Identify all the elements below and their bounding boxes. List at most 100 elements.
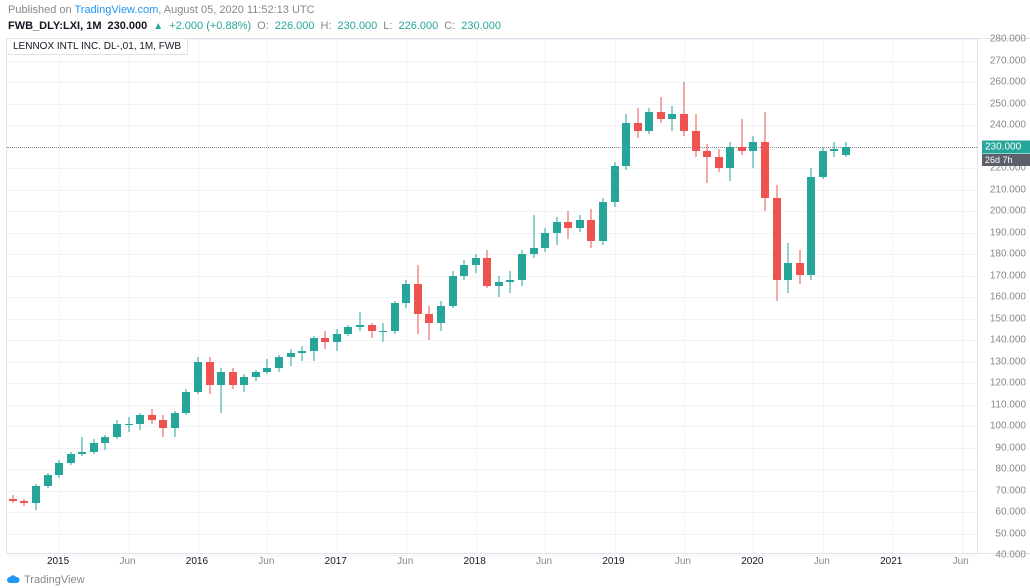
candle (541, 39, 549, 553)
candle (622, 39, 630, 553)
chart-area[interactable] (6, 38, 978, 554)
publish-site: TradingView.com (74, 4, 158, 16)
candle (634, 39, 642, 553)
candle (136, 39, 144, 553)
ohlc-c-value: 230.000 (461, 20, 501, 32)
publish-header: Published on TradingView.com, August 05,… (8, 4, 315, 16)
countdown-badge: 26d 7h (982, 154, 1030, 166)
x-tick: Jun (397, 556, 413, 567)
y-axis[interactable]: 40.00050.00060.00070.00080.00090.000100.… (978, 38, 1030, 554)
candle (576, 39, 584, 553)
candle (553, 39, 561, 553)
ticker-row: FWB_DLY:LXI, 1M 230.000 ▲ +2.000 (+0.88%… (8, 20, 501, 32)
candle (252, 39, 260, 553)
y-tick: 200.000 (990, 206, 1026, 217)
x-tick: 2020 (741, 556, 763, 567)
candle (101, 39, 109, 553)
candle (784, 39, 792, 553)
x-tick: 2016 (186, 556, 208, 567)
candle (645, 39, 653, 553)
candle (680, 39, 688, 553)
x-tick: Jun (536, 556, 552, 567)
candle (842, 39, 850, 553)
ticker-change: +2.000 (+0.88%) (169, 20, 251, 32)
published-prefix: Published on (8, 4, 72, 16)
ohlc-h-label: H: (321, 20, 332, 32)
candle (55, 39, 63, 553)
tradingview-watermark: TradingView (6, 574, 85, 586)
ohlc-l-label: L: (383, 20, 392, 32)
ohlc-c-label: C: (444, 20, 455, 32)
y-tick: 270.000 (990, 55, 1026, 66)
candle (217, 39, 225, 553)
candle (738, 39, 746, 553)
gridline-v (962, 39, 963, 553)
y-tick: 170.000 (990, 270, 1026, 281)
candle (287, 39, 295, 553)
publish-date: , August 05, 2020 11:52:13 UTC (158, 4, 314, 16)
candle (275, 39, 283, 553)
y-tick: 190.000 (990, 227, 1026, 238)
ticker-symbol: FWB_DLY:LXI, 1M (8, 20, 102, 32)
y-tick: 130.000 (990, 356, 1026, 367)
candle (819, 39, 827, 553)
candle (159, 39, 167, 553)
candle (564, 39, 572, 553)
candle (171, 39, 179, 553)
y-tick: 60.000 (995, 507, 1026, 518)
candle (726, 39, 734, 553)
candle (263, 39, 271, 553)
ohlc-l-value: 226.000 (398, 20, 438, 32)
y-tick: 90.000 (995, 442, 1026, 453)
candle (518, 39, 526, 553)
y-tick: 150.000 (990, 313, 1026, 324)
y-tick: 140.000 (990, 335, 1026, 346)
y-tick: 180.000 (990, 249, 1026, 260)
x-tick: 2021 (880, 556, 902, 567)
candle (67, 39, 75, 553)
candle (761, 39, 769, 553)
x-tick: Jun (119, 556, 135, 567)
candle (449, 39, 457, 553)
x-tick: Jun (814, 556, 830, 567)
candle (611, 39, 619, 553)
candle (657, 39, 665, 553)
candle (310, 39, 318, 553)
x-tick: Jun (953, 556, 969, 567)
candle (402, 39, 410, 553)
candle (530, 39, 538, 553)
x-tick: 2017 (325, 556, 347, 567)
candle (182, 39, 190, 553)
x-tick: 2019 (602, 556, 624, 567)
candle (333, 39, 341, 553)
tradingview-logo-icon (6, 575, 20, 585)
candle (807, 39, 815, 553)
candle (587, 39, 595, 553)
candle (90, 39, 98, 553)
candle (599, 39, 607, 553)
candle (113, 39, 121, 553)
candle (483, 39, 491, 553)
y-tick: 100.000 (990, 421, 1026, 432)
candle (206, 39, 214, 553)
candle (472, 39, 480, 553)
chart-legend: LENNOX INTL INC. DL-,01, 1M, FWB (6, 38, 188, 55)
candle (692, 39, 700, 553)
candle (298, 39, 306, 553)
candle (229, 39, 237, 553)
candle (749, 39, 757, 553)
candle (44, 39, 52, 553)
ticker-price: 230.000 (108, 20, 148, 32)
y-tick: 80.000 (995, 464, 1026, 475)
y-tick: 160.000 (990, 292, 1026, 303)
candle (194, 39, 202, 553)
candle (379, 39, 387, 553)
candle (20, 39, 28, 553)
candle (668, 39, 676, 553)
y-tick: 250.000 (990, 98, 1026, 109)
x-axis[interactable]: 2015Jun2016Jun2017Jun2018Jun2019Jun2020J… (6, 554, 978, 570)
candle (32, 39, 40, 553)
y-tick: 120.000 (990, 378, 1026, 389)
candle (773, 39, 781, 553)
candle (830, 39, 838, 553)
